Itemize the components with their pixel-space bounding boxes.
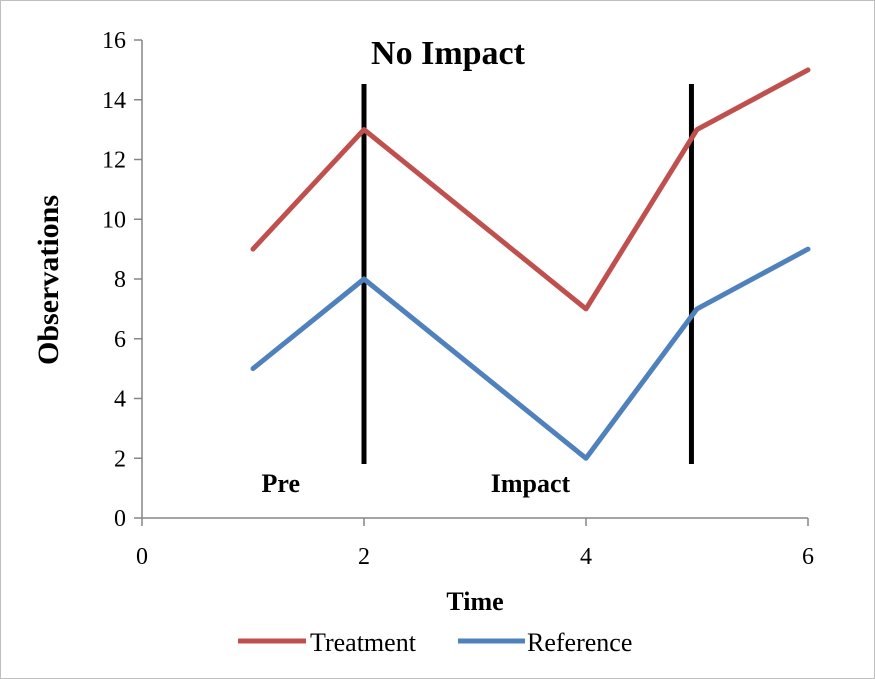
y-tick-label: 4	[114, 387, 126, 413]
y-tick-label: 14	[102, 88, 126, 114]
axes-group: 0 2 4 6 8 10 12 14 16 0 2 4 6	[102, 28, 814, 570]
legend: Treatment Reference	[238, 628, 632, 657]
annotation-impact: Impact	[491, 469, 571, 498]
y-tick-label: 12	[102, 148, 126, 174]
y-tick-label: 10	[102, 207, 126, 233]
phase-dividers	[361, 84, 694, 464]
x-axis-label: Time	[446, 587, 503, 616]
y-tick-label: 2	[114, 446, 126, 472]
series-line-reference	[250, 246, 811, 461]
y-tick-label: 0	[114, 506, 126, 532]
x-tick-label: 0	[136, 544, 148, 570]
chart-title: No Impact	[371, 35, 526, 72]
annotation-pre: Pre	[262, 469, 301, 498]
series-group	[250, 67, 811, 461]
x-tick-label: 4	[580, 544, 592, 570]
legend-label-reference: Reference	[527, 628, 632, 657]
x-tick-label: 6	[802, 544, 814, 570]
legend-label-treatment: Treatment	[310, 628, 417, 657]
x-tick-label: 2	[358, 544, 370, 570]
y-tick-label: 6	[114, 327, 126, 353]
y-axis-label: Observations	[32, 195, 65, 365]
y-tick-label: 16	[102, 28, 126, 54]
y-tick-label: 8	[114, 267, 126, 293]
series-line-treatment	[250, 67, 811, 312]
labels-group: No Impact Time Observations Pre Impact	[32, 35, 571, 616]
